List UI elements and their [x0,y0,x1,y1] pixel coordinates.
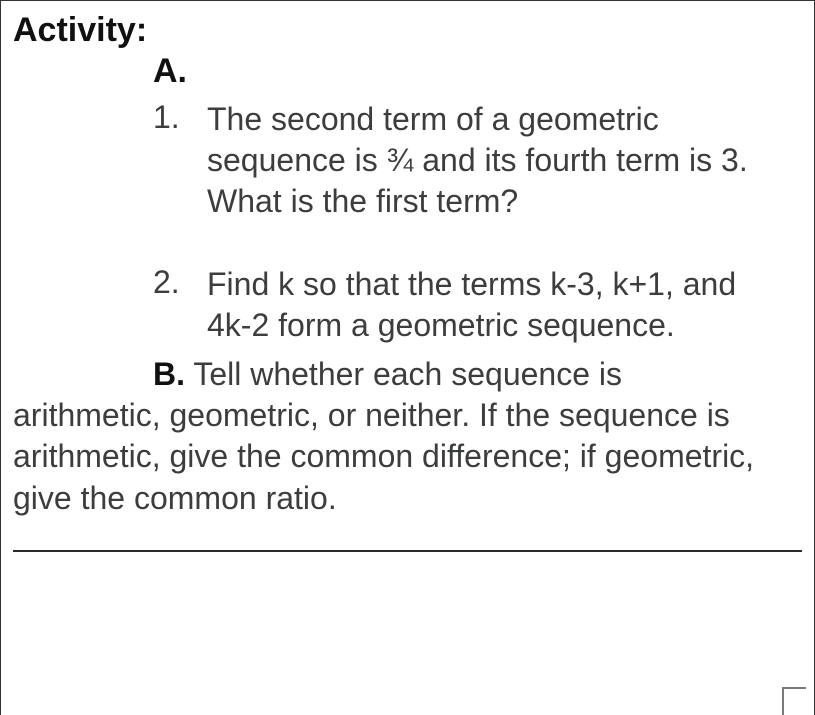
question-2: 2. Find k so that the terms k-3, k+1, an… [153,264,802,346]
document-page: Activity: A. 1. The second term of a geo… [0,0,815,715]
question-2-text: Find k so that the terms k-3, k+1, and 4… [207,264,767,346]
question-1-number: 1. [153,99,207,136]
section-b: B. Tell whether each sequence is arithme… [13,354,802,520]
section-a-label: A. [153,52,802,91]
question-2-number: 2. [153,264,207,301]
activity-title: Activity: [13,11,802,50]
section-b-line1: B. Tell whether each sequence is [153,354,802,395]
section-a-list: 1. The second term of a geometric sequen… [153,99,802,346]
question-1-text: The second term of a geometric sequence … [207,99,767,222]
horizontal-rule [13,550,802,552]
page-corner-icon [782,687,806,715]
section-b-line1-text: Tell whether each sequence is [193,356,622,392]
question-1: 1. The second term of a geometric sequen… [153,99,802,222]
section-b-rest: arithmetic, geometric, or neither. If th… [13,395,802,520]
section-b-label: B. [153,356,185,392]
